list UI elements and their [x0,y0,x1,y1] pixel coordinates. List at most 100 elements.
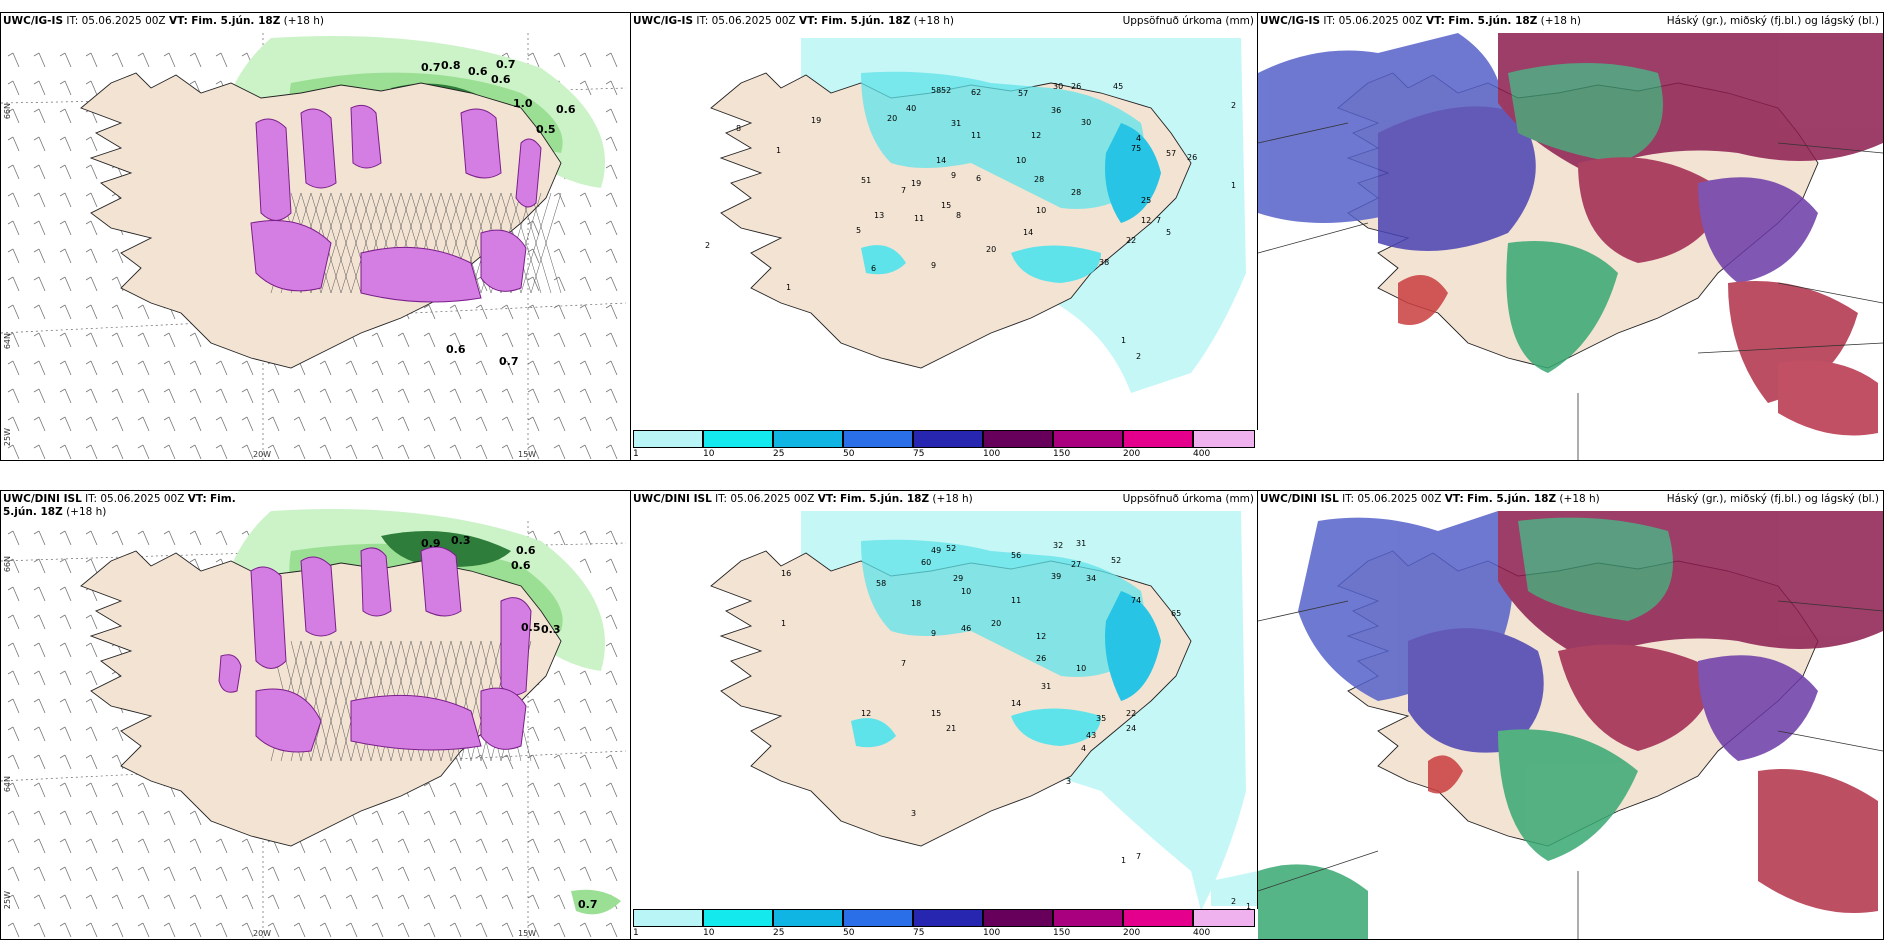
panel-header: UWC/IG-IS IT: 05.06.2025 00Z VT: Fim. 5.… [3,15,325,27]
wind-barb [371,810,384,826]
wind-barb [423,360,436,376]
wind-barb [397,922,410,938]
colorbar-swatch [1123,909,1193,927]
wind-barb [59,444,72,460]
wind-barb [33,304,46,320]
wind-speed-labels: 0.9 0.3 0.6 0.6 0.3 0.5 0.7 [421,534,598,911]
colorbar-swatch [1053,909,1123,927]
panel-header: UWC/IG-IS IT: 05.06.2025 00Z VT: Fim. 5.… [1260,15,1582,27]
colorbar-tick: 1 [633,449,639,459]
wind-barb [85,444,98,460]
wind-barb [137,52,150,68]
wind-barb [111,922,124,938]
wind-barb [293,922,306,938]
wind-barb [85,276,98,292]
colorbar-swatch [983,430,1053,448]
projection-lines [1258,122,1883,460]
wind-barb [579,360,592,376]
wind-barb [59,642,72,658]
wind-barb [137,530,150,546]
wind-barb [111,530,124,546]
wind-barb [85,782,98,798]
wind-barb [7,108,20,124]
svg-text:25: 25 [1141,196,1151,205]
wind-barb [189,838,202,854]
wind-barb [111,754,124,770]
wind-barb [137,416,150,432]
svg-text:0.7: 0.7 [499,355,519,368]
wind-barb [605,220,618,236]
wind-barb [449,388,462,404]
colorbar-tick: 400 [1193,928,1211,938]
wind-barb [59,248,72,264]
wind-barb [345,360,358,376]
svg-text:57: 57 [1018,89,1028,98]
wind-barb [163,444,176,460]
svg-text:43: 43 [1086,731,1096,740]
wind-barb [7,444,20,460]
colorbar-swatch [1053,430,1123,448]
wind-barb [475,388,488,404]
wind-barb [163,52,176,68]
wind-barb [553,248,566,264]
wind-barb [189,530,202,546]
wind-barb [33,642,46,658]
lon-label-20: 20W [253,450,272,459]
wind-barb [579,80,592,96]
wind-barb [7,894,20,910]
svg-text:19: 19 [911,179,921,188]
panel-title: Uppsöfnuð úrkoma (mm) [1122,493,1254,505]
wind-barb [605,698,618,714]
wind-barb [501,304,514,320]
wind-barb [33,698,46,714]
wind-barb [59,810,72,826]
wind-barb [501,416,514,432]
wind-barb [371,332,384,348]
wind-barb [527,52,540,68]
svg-text:45: 45 [1113,82,1123,91]
wind-barb [59,192,72,208]
wind-barb [527,810,540,826]
wind-barb [501,894,514,910]
lat-label-64: 64N [3,776,12,793]
wind-barb [553,276,566,292]
wind-barb [59,136,72,152]
wind-barb [137,894,150,910]
wind-barb [7,52,20,68]
wind-barb [267,444,280,460]
wind-barb [215,444,228,460]
svg-text:31: 31 [1041,682,1051,691]
wind-barb [33,530,46,546]
svg-text:11: 11 [971,131,981,140]
wind-barb [605,670,618,686]
wind-barb [111,866,124,882]
wind-barb [163,866,176,882]
wind-barb [137,332,150,348]
wind-barb [189,810,202,826]
wind-barb [345,922,358,938]
wind-barb [605,642,618,658]
colorbar-tick: 10 [703,928,715,938]
wind-barb [189,894,202,910]
colorbar-tick: 100 [983,928,1001,938]
colorbar-tick: 150 [1053,449,1071,459]
wind-barb [527,754,540,770]
wind-barb [579,444,592,460]
svg-text:0.3: 0.3 [541,623,561,636]
svg-text:11: 11 [1011,596,1021,605]
wind-barb [605,164,618,180]
wind-barb [319,894,332,910]
panel-title: Háský (gr.), miðský (fj.bl.) og lágský (… [1666,493,1879,505]
wind-barb [7,558,20,574]
svg-text:0.3: 0.3 [451,534,471,547]
wind-barb [59,726,72,742]
wind-barb [553,894,566,910]
wind-barb [579,866,592,882]
svg-text:6: 6 [976,174,981,183]
wind-barb [605,838,618,854]
svg-text:12: 12 [1036,632,1046,641]
svg-text:1: 1 [1121,856,1126,865]
wind-barb [397,444,410,460]
wind-barb [475,304,488,320]
wind-barb [241,922,254,938]
